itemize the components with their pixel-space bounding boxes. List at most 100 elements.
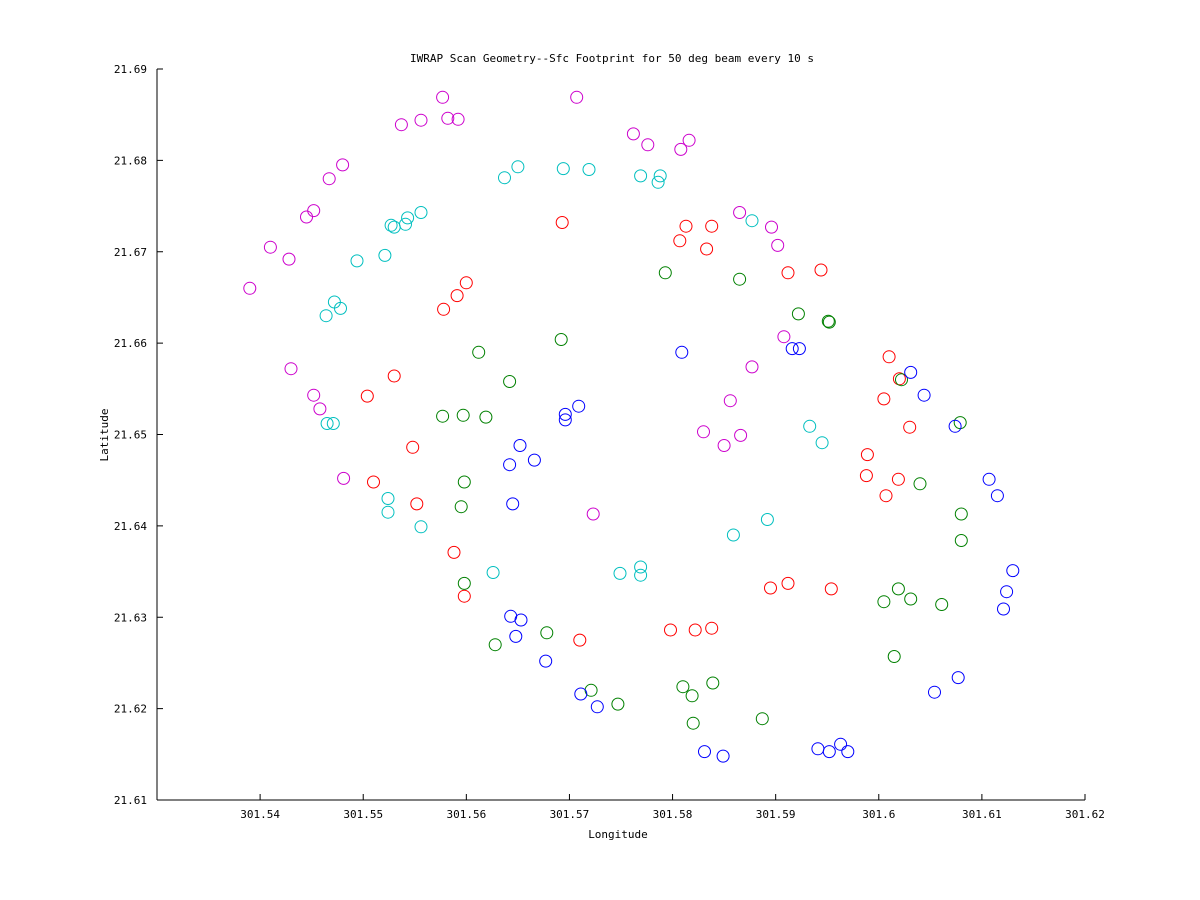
data-point xyxy=(384,218,398,232)
data-point xyxy=(387,369,401,383)
data-point xyxy=(824,582,838,596)
data-point xyxy=(447,545,461,559)
x-tick-label: 301.62 xyxy=(1065,808,1105,821)
data-point xyxy=(457,576,471,590)
data-point xyxy=(877,392,891,406)
data-point xyxy=(733,206,747,219)
data-point xyxy=(282,252,296,266)
data-point xyxy=(539,654,553,668)
data-point xyxy=(904,592,918,606)
data-point xyxy=(634,169,648,183)
data-point xyxy=(948,419,962,433)
data-point xyxy=(686,716,700,730)
data-point xyxy=(399,217,412,231)
data-point xyxy=(387,220,401,234)
data-point xyxy=(697,425,710,439)
data-point xyxy=(326,417,340,430)
y-tick-label: 21.67 xyxy=(114,246,147,259)
data-point xyxy=(626,127,640,141)
data-point xyxy=(935,598,949,611)
data-point xyxy=(459,276,473,290)
data-point xyxy=(771,238,785,252)
data-point xyxy=(673,234,687,248)
data-point xyxy=(781,266,795,280)
y-tick-label: 21.69 xyxy=(114,63,147,76)
data-point xyxy=(954,534,968,547)
data-point xyxy=(879,489,893,503)
data-point xyxy=(410,497,424,511)
data-point xyxy=(307,388,321,402)
data-point xyxy=(284,362,298,376)
data-point xyxy=(822,315,836,329)
data-point xyxy=(859,469,873,483)
data-point xyxy=(841,745,855,759)
y-axis: 21.61 21.62 21.63 21.64 21.65 21.66 21.67 21.68… xyxy=(114,63,163,807)
data-point xyxy=(723,394,737,408)
data-point xyxy=(785,342,799,356)
data-point xyxy=(821,314,835,328)
data-point xyxy=(717,439,731,452)
data-point xyxy=(791,307,805,321)
data-point xyxy=(997,602,1010,616)
data-point xyxy=(634,560,648,574)
data-point xyxy=(479,410,493,424)
data-point xyxy=(450,289,464,303)
data-point xyxy=(990,489,1004,503)
data-point xyxy=(764,581,777,595)
data-point xyxy=(506,497,520,511)
data-point xyxy=(954,507,968,521)
data-point xyxy=(891,582,905,596)
data-point xyxy=(513,439,527,452)
data-point xyxy=(437,302,451,316)
data-point xyxy=(394,118,408,132)
data-point xyxy=(653,169,667,183)
data-point xyxy=(381,505,395,519)
data-point xyxy=(682,133,696,147)
data-point xyxy=(322,172,336,186)
data-point xyxy=(892,372,906,386)
data-point xyxy=(350,254,364,268)
data-point xyxy=(367,475,380,489)
data-point xyxy=(726,528,740,542)
data-point xyxy=(586,507,600,521)
y-tick-label: 21.62 xyxy=(114,703,147,716)
data-point xyxy=(360,389,374,403)
series-0 xyxy=(243,90,791,521)
data-point xyxy=(300,210,313,224)
x-axis: 301.54 301.55 301.56 301.57 301.58 301.59 301.… xyxy=(240,794,1105,821)
data-point xyxy=(611,697,625,711)
data-point xyxy=(781,576,795,590)
data-point xyxy=(674,142,688,156)
data-point xyxy=(917,388,931,402)
data-point xyxy=(263,240,277,254)
data-point xyxy=(733,272,747,286)
data-point xyxy=(401,211,415,225)
series-3 xyxy=(436,266,968,730)
x-tick-label: 301.56 xyxy=(446,808,486,821)
data-point xyxy=(243,281,257,295)
data-point xyxy=(903,420,917,434)
data-point xyxy=(928,685,941,699)
data-point xyxy=(590,700,604,714)
data-point xyxy=(511,160,525,174)
y-tick-label: 21.68 xyxy=(114,154,147,167)
data-point xyxy=(913,477,927,491)
data-point xyxy=(745,360,759,374)
data-points xyxy=(243,90,1020,763)
data-point xyxy=(457,589,471,603)
y-tick-label: 21.61 xyxy=(114,794,147,807)
data-point xyxy=(337,471,351,485)
data-point xyxy=(556,162,570,176)
data-point xyxy=(454,500,468,514)
data-point xyxy=(406,440,420,454)
data-point xyxy=(658,266,672,280)
data-point xyxy=(378,248,392,262)
data-point xyxy=(882,350,896,364)
data-point xyxy=(734,428,748,442)
data-point xyxy=(951,671,965,685)
data-point xyxy=(572,399,586,413)
x-tick-label: 301.61 xyxy=(962,808,1002,821)
data-point xyxy=(982,472,996,486)
data-point xyxy=(760,513,774,526)
data-point xyxy=(320,417,334,430)
